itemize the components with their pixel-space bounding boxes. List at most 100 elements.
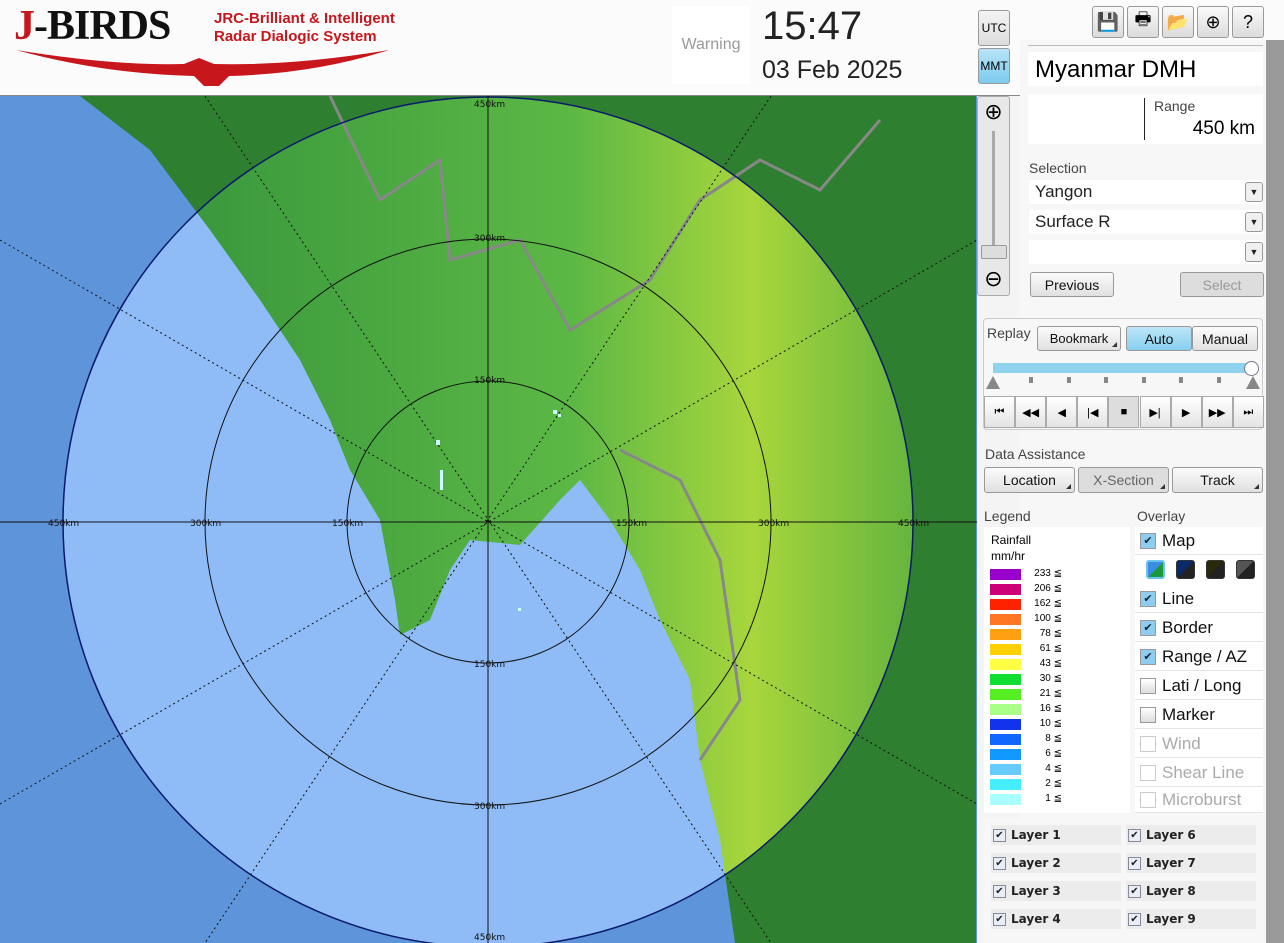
ring-label: 150km xyxy=(332,519,363,529)
previous-button[interactable]: Previous xyxy=(1030,272,1114,297)
fast-rewind-button[interactable]: ◀◀ xyxy=(1015,396,1047,428)
track-button[interactable]: Track xyxy=(1172,467,1263,493)
map-style-swatch[interactable] xyxy=(1236,560,1255,579)
legend-value: 1 ≦ xyxy=(1045,793,1062,804)
chevron-down-icon[interactable]: ▼ xyxy=(1245,242,1263,262)
checkbox-checked-icon[interactable]: ✔ xyxy=(1140,532,1156,549)
logo-subtitle-line1: JRC-Brilliant & Intelligent xyxy=(214,10,395,27)
third-select[interactable]: ▼ xyxy=(1029,240,1263,264)
overlay-label: Overlay xyxy=(1137,508,1186,524)
legend-item: 2 ≦ xyxy=(990,778,1130,791)
skip-first-button[interactable]: ⏮ xyxy=(984,396,1015,428)
overlay-line[interactable]: ✔ Line xyxy=(1135,585,1263,613)
radar-map[interactable]: 450km 300km 150km 150km 300km 450km 450k… xyxy=(0,96,977,943)
range-box: Range 450 km xyxy=(1028,94,1263,144)
overlay-shear-line: Shear Line xyxy=(1135,759,1263,787)
x-section-button[interactable]: X-Section xyxy=(1078,467,1169,493)
zoom-slider-track[interactable] xyxy=(992,131,995,251)
ring-label: 450km xyxy=(898,519,929,529)
product-select[interactable]: Surface R ▼ xyxy=(1029,210,1263,234)
chevron-down-icon[interactable]: ▼ xyxy=(1245,212,1263,232)
skip-last-button[interactable]: ⏭ xyxy=(1232,396,1264,428)
legend-swatch xyxy=(990,794,1021,805)
checkbox-checked-icon[interactable]: ✔ xyxy=(1128,856,1141,870)
help-button[interactable]: ? xyxy=(1232,6,1264,38)
new-window-button[interactable]: ⊕ xyxy=(1197,6,1229,38)
checkbox-checked-icon[interactable]: ✔ xyxy=(1140,590,1156,607)
legend-item: 10 ≦ xyxy=(990,718,1130,731)
overlay-microburst: Microburst xyxy=(1135,787,1263,813)
legend-item: 61 ≦ xyxy=(990,643,1130,656)
zoom-out-icon[interactable]: ⊖ xyxy=(984,266,1003,291)
overlay-map[interactable]: ✔ Map xyxy=(1135,527,1263,555)
play-button[interactable]: ▶ xyxy=(1170,396,1202,428)
bookmark-button[interactable]: Bookmark xyxy=(1037,326,1121,351)
eagle-logo-icon xyxy=(16,50,389,86)
range-end-marker[interactable] xyxy=(1246,376,1260,389)
checkbox-checked-icon[interactable]: ✔ xyxy=(1128,828,1141,842)
layer-toggle[interactable]: ✔ Layer 7 xyxy=(1126,853,1256,873)
layer-toggle[interactable]: ✔ Layer 3 xyxy=(991,881,1121,901)
panel-scrollbar[interactable] xyxy=(1266,40,1284,943)
checkbox-icon xyxy=(1140,791,1156,808)
legend-value: 10 ≦ xyxy=(1039,718,1062,729)
checkbox-checked-icon[interactable]: ✔ xyxy=(1128,912,1141,926)
layer-toggle[interactable]: ✔ Layer 6 xyxy=(1126,825,1256,845)
layer-toggle[interactable]: ✔ Layer 8 xyxy=(1126,881,1256,901)
checkbox-checked-icon[interactable]: ✔ xyxy=(993,884,1006,898)
checkbox-checked-icon[interactable]: ✔ xyxy=(1140,619,1156,636)
skip-first-icon: ⏮ xyxy=(994,405,1005,418)
overlay-range-az[interactable]: ✔ Range / AZ xyxy=(1135,643,1263,671)
location-button[interactable]: Location xyxy=(984,467,1075,493)
fast-forward-icon: ▶▶ xyxy=(1208,406,1226,419)
site-select[interactable]: Yangon ▼ xyxy=(1029,180,1263,204)
layer-toggle[interactable]: ✔ Layer 4 xyxy=(991,909,1121,929)
layer-label: Layer 2 xyxy=(1011,856,1061,870)
replay-timeline[interactable] xyxy=(993,363,1253,373)
legend-swatch xyxy=(990,614,1021,625)
next-frame-button[interactable]: ▶| xyxy=(1139,396,1171,428)
checkbox-checked-icon[interactable]: ✔ xyxy=(993,912,1006,926)
overlay-lati-long[interactable]: Lati / Long xyxy=(1135,672,1263,700)
layer-toggle[interactable]: ✔ Layer 2 xyxy=(991,853,1121,873)
map-style-swatch[interactable] xyxy=(1206,560,1225,579)
legend-swatch xyxy=(990,599,1021,610)
open-button[interactable]: 📂 xyxy=(1162,6,1194,38)
manual-button[interactable]: Manual xyxy=(1192,326,1258,351)
checkbox-checked-icon[interactable]: ✔ xyxy=(993,828,1006,842)
layer-toggle[interactable]: ✔ Layer 9 xyxy=(1126,909,1256,929)
range-labels: 450km 300km 150km 150km 300km 450km 450k… xyxy=(48,100,929,943)
warning-indicator[interactable]: Warning xyxy=(672,6,750,84)
zoom-in-icon[interactable]: ⊕ xyxy=(984,99,1003,124)
overlay-marker[interactable]: Marker xyxy=(1135,701,1263,729)
legend-swatch xyxy=(990,719,1021,730)
select-button[interactable]: Select xyxy=(1180,272,1264,297)
step-back-button[interactable]: ◀ xyxy=(1046,396,1078,428)
checkbox-checked-icon[interactable]: ✔ xyxy=(1140,648,1156,665)
checkbox-checked-icon[interactable]: ✔ xyxy=(1128,884,1141,898)
chevron-down-icon[interactable]: ▼ xyxy=(1245,182,1263,202)
legend-swatch xyxy=(990,704,1021,715)
legend-swatch xyxy=(990,749,1021,760)
checkbox-icon[interactable] xyxy=(1140,677,1156,694)
replay-position-handle[interactable] xyxy=(1244,361,1259,376)
utc-button[interactable]: UTC xyxy=(978,10,1010,46)
range-rings xyxy=(0,96,977,943)
print-button[interactable]: 🖶 xyxy=(1127,6,1159,38)
map-style-swatch[interactable] xyxy=(1146,560,1165,579)
fast-forward-button[interactable]: ▶▶ xyxy=(1201,396,1233,428)
layer-toggle[interactable]: ✔ Layer 1 xyxy=(991,825,1121,845)
overlay-border[interactable]: ✔ Border xyxy=(1135,614,1263,642)
overlay-wind: Wind xyxy=(1135,730,1263,758)
save-button[interactable]: 💾 xyxy=(1092,6,1124,38)
ring-label: 150km xyxy=(474,376,505,386)
mmt-button[interactable]: MMT xyxy=(978,48,1010,84)
previous-frame-button[interactable]: |◀ xyxy=(1077,396,1109,428)
zoom-slider-handle[interactable] xyxy=(981,245,1007,259)
stop-button[interactable]: ■ xyxy=(1108,396,1140,428)
auto-button[interactable]: Auto xyxy=(1126,326,1192,351)
checkbox-checked-icon[interactable]: ✔ xyxy=(993,856,1006,870)
map-style-swatch[interactable] xyxy=(1176,560,1195,579)
checkbox-icon[interactable] xyxy=(1140,706,1156,723)
range-start-marker[interactable] xyxy=(986,376,1000,389)
